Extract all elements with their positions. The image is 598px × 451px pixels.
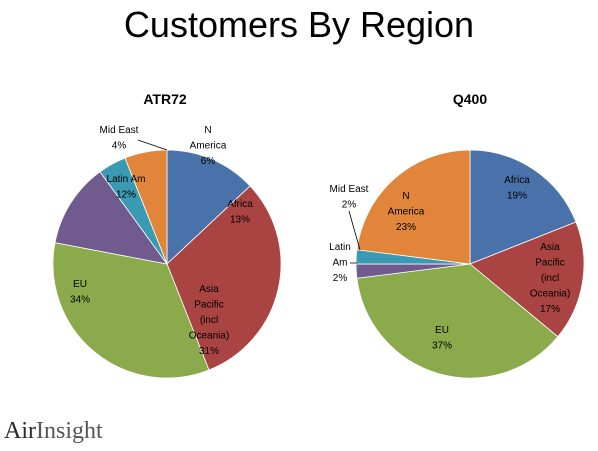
slice-label: Asia Pacific (incl Oceania) 31%: [189, 284, 230, 357]
slice-label: N America 23%: [388, 191, 425, 233]
pie-slice: [54, 171, 168, 265]
pie-slice: [166, 149, 251, 265]
pie-slice: [469, 221, 585, 338]
slice-label: Mid East 2%: [330, 184, 369, 211]
chart-title: Q400: [453, 91, 487, 107]
chart-title: ATR72: [143, 91, 187, 107]
slide-title: Customers By Region: [123, 4, 475, 45]
slice-label: EU 34%: [70, 279, 90, 306]
leader-line: [348, 210, 361, 251]
airinsight-logo: AirInsight: [4, 418, 103, 444]
pie-slice: [356, 149, 471, 265]
slice-label: Latin Am 2%: [329, 242, 351, 284]
slice-label: EU 37%: [432, 325, 452, 352]
slice-label: Mid East 4%: [100, 125, 139, 152]
pie-chart-atr72: ATR72 Africa 13% Asia Pacific (incl Oceania) 31…: [52, 91, 282, 379]
slice-label: N America 6%: [190, 125, 227, 167]
pie-slice: [166, 185, 282, 371]
pie-chart-q400: Q400 Africa 19% Asia Pacific (incl Oceania) 17%…: [329, 91, 585, 379]
slice-label: Africa 13%: [227, 199, 253, 226]
leader-line: [137, 139, 168, 151]
pie-slice: [52, 242, 210, 379]
pie-slice: [469, 149, 577, 265]
pie-slice: [356, 263, 559, 379]
slice-label: Asia Pacific (incl Oceania) 17%: [530, 242, 571, 315]
slice-label: Latin Am 12%: [107, 174, 146, 201]
slice-label: Africa 19%: [504, 175, 530, 202]
